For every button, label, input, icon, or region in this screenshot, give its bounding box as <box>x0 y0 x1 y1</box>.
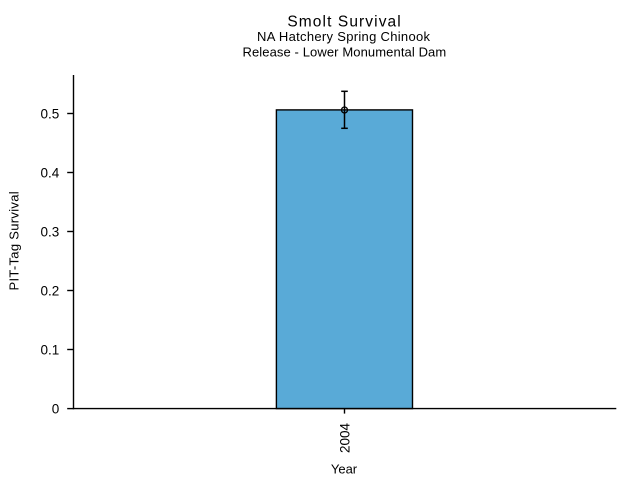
svg-text:0.2: 0.2 <box>41 283 60 298</box>
svg-text:PIT-Tag Survival: PIT-Tag Survival <box>7 191 22 290</box>
svg-text:0.5: 0.5 <box>41 106 60 121</box>
svg-text:0.4: 0.4 <box>41 165 60 180</box>
svg-text:Release - Lower Monumental Dam: Release - Lower Monumental Dam <box>242 44 446 59</box>
svg-text:0.1: 0.1 <box>41 342 60 357</box>
svg-text:2004: 2004 <box>338 422 353 453</box>
svg-text:0: 0 <box>52 402 60 417</box>
svg-text:0.3: 0.3 <box>41 224 60 239</box>
svg-text:NA Hatchery Spring Chinook: NA Hatchery Spring Chinook <box>257 29 430 44</box>
svg-text:Year: Year <box>331 461 358 476</box>
svg-text:Smolt Survival: Smolt Survival <box>287 14 401 31</box>
